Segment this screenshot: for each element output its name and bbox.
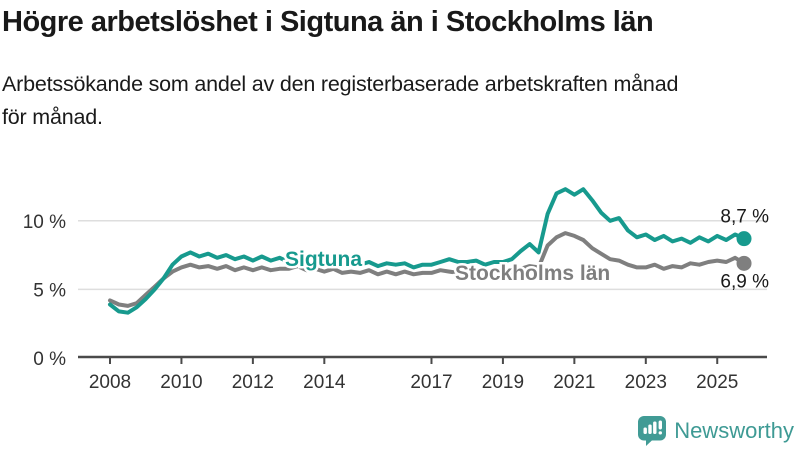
logo-exclamation-stem (658, 420, 663, 430)
x-axis-label: 2025 (696, 372, 738, 393)
series-label-stockholms-län: Stockholms län (455, 262, 610, 285)
brand-name: Newsworthy (674, 417, 794, 443)
x-axis-label: 2021 (553, 372, 595, 393)
x-axis-label: 2010 (160, 372, 202, 393)
logo-bar-large (653, 421, 657, 434)
series-label-sigtuna: Sigtuna (285, 248, 362, 271)
series-end-value: 8,7 % (720, 207, 769, 228)
x-axis-label: 2019 (482, 372, 524, 393)
logo-bar-small (643, 427, 648, 434)
x-axis-label: 2012 (232, 372, 274, 393)
y-axis-label: 10 % (23, 212, 66, 233)
brand-footer: Newsworthy (637, 415, 794, 446)
chart-subtitle: Arbetssökande som andel av den registerb… (2, 72, 679, 129)
series-end-dot (736, 231, 752, 247)
series-line-sigtuna (108, 187, 746, 315)
series-line-stockholms-län (108, 231, 746, 308)
chart-title: Högre arbetslöshet i Sigtuna än i Stockh… (2, 6, 654, 38)
logo-exclamation-dot (658, 431, 663, 435)
x-axis-label: 2014 (303, 372, 346, 393)
y-axis-label: 0 % (33, 349, 66, 370)
newsworthy-logo-icon (638, 416, 667, 446)
y-axis-label: 5 % (33, 280, 66, 301)
x-axis-label: 2017 (410, 372, 452, 393)
x-axis-label: 2023 (625, 372, 667, 393)
series-end-dot (736, 255, 752, 271)
series-end-value: 6,9 % (720, 271, 769, 292)
x-axis-label: 2008 (89, 372, 131, 393)
logo-bar-medium (648, 424, 652, 434)
